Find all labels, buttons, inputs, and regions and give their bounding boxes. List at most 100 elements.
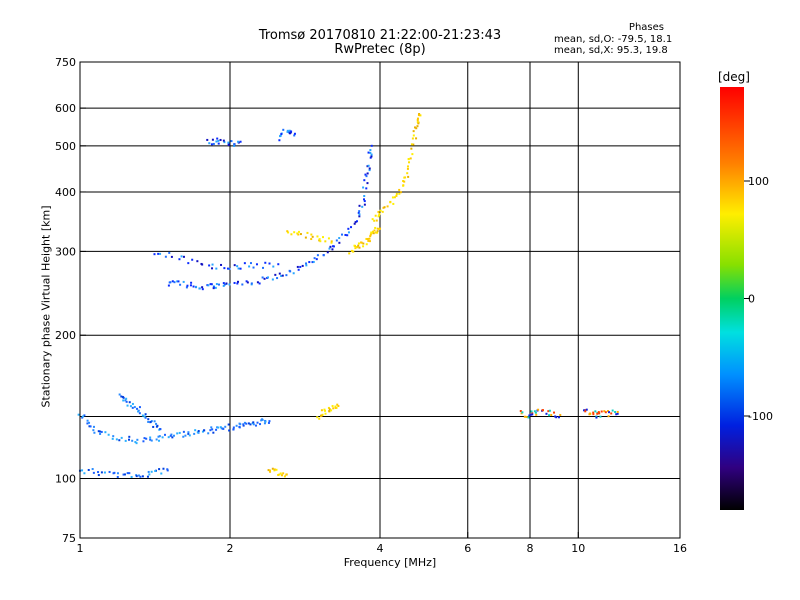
data-point xyxy=(252,266,255,269)
data-point xyxy=(167,436,170,439)
data-point xyxy=(389,201,392,204)
data-point xyxy=(367,151,370,154)
data-point xyxy=(297,268,300,271)
data-point xyxy=(361,205,364,208)
data-point xyxy=(534,411,537,414)
data-point xyxy=(367,164,370,167)
colorbar xyxy=(720,87,744,510)
data-point xyxy=(233,281,236,284)
data-point xyxy=(219,426,222,429)
data-point xyxy=(371,230,374,233)
data-point xyxy=(358,204,361,207)
data-point xyxy=(248,265,251,268)
data-point xyxy=(170,433,173,436)
data-point xyxy=(594,410,597,413)
data-point xyxy=(267,469,270,472)
data-point xyxy=(357,244,360,247)
data-point xyxy=(189,284,192,287)
data-point xyxy=(207,432,210,435)
data-point xyxy=(212,142,215,145)
data-point xyxy=(548,414,551,417)
data-point xyxy=(232,426,235,429)
data-point xyxy=(147,470,150,473)
data-point xyxy=(133,406,136,409)
data-point xyxy=(545,412,548,415)
data-point xyxy=(227,141,230,144)
data-point xyxy=(238,426,241,429)
data-point xyxy=(287,231,290,234)
data-point xyxy=(525,415,528,418)
data-point xyxy=(376,231,379,234)
data-point xyxy=(305,262,308,265)
data-point xyxy=(332,407,335,410)
data-point xyxy=(150,420,153,423)
data-point xyxy=(311,235,314,238)
data-point xyxy=(176,280,179,283)
data-point xyxy=(364,173,367,176)
data-point xyxy=(134,441,137,444)
data-point xyxy=(286,129,289,132)
data-point xyxy=(365,175,368,178)
data-point xyxy=(344,233,347,236)
data-point xyxy=(154,470,157,473)
data-point xyxy=(163,433,166,436)
data-point xyxy=(398,192,401,195)
data-point xyxy=(267,276,270,279)
data-point xyxy=(275,468,278,471)
data-point xyxy=(263,422,266,425)
data-point xyxy=(157,435,160,438)
data-point xyxy=(310,238,313,241)
data-point xyxy=(158,468,161,471)
data-point xyxy=(184,434,187,437)
data-point xyxy=(137,474,140,477)
data-point xyxy=(120,436,123,439)
data-point xyxy=(128,438,131,441)
data-point xyxy=(226,267,229,270)
data-point xyxy=(177,280,180,283)
data-point xyxy=(215,283,218,286)
data-point xyxy=(280,133,283,136)
data-point xyxy=(382,206,385,209)
data-point xyxy=(201,430,204,433)
data-point xyxy=(395,194,398,197)
data-point xyxy=(141,414,144,417)
data-point xyxy=(584,410,587,413)
data-point xyxy=(148,473,151,476)
phases-o-stats: mean, sd,O: -79.5, 18.1 xyxy=(554,34,673,45)
data-point xyxy=(354,247,357,250)
data-point xyxy=(122,399,125,402)
data-point xyxy=(256,421,259,424)
data-point xyxy=(611,409,614,412)
data-point xyxy=(392,202,395,205)
data-point xyxy=(415,127,418,130)
data-point xyxy=(555,416,558,419)
data-point xyxy=(407,175,410,178)
data-point xyxy=(356,246,359,249)
data-point xyxy=(131,439,134,442)
y-tick-label: 200 xyxy=(55,329,76,342)
data-point xyxy=(616,412,619,415)
data-point xyxy=(350,249,353,252)
data-point xyxy=(178,258,181,261)
data-point xyxy=(121,395,124,398)
data-point xyxy=(135,475,138,478)
data-point xyxy=(210,426,213,429)
data-point xyxy=(225,282,228,285)
data-point xyxy=(263,277,266,280)
data-point xyxy=(299,233,302,236)
data-point xyxy=(365,243,368,246)
data-point xyxy=(92,471,95,474)
data-point xyxy=(173,281,176,284)
data-point xyxy=(211,267,214,270)
data-point xyxy=(222,427,225,430)
data-point xyxy=(521,411,524,414)
data-point xyxy=(376,230,379,233)
data-point xyxy=(288,129,291,132)
data-point xyxy=(182,280,185,283)
data-point xyxy=(326,251,329,254)
data-point xyxy=(153,420,156,423)
data-point xyxy=(252,421,255,424)
colorbar-tick-label: 100 xyxy=(748,175,769,188)
data-point xyxy=(190,281,193,284)
data-point xyxy=(167,284,170,287)
